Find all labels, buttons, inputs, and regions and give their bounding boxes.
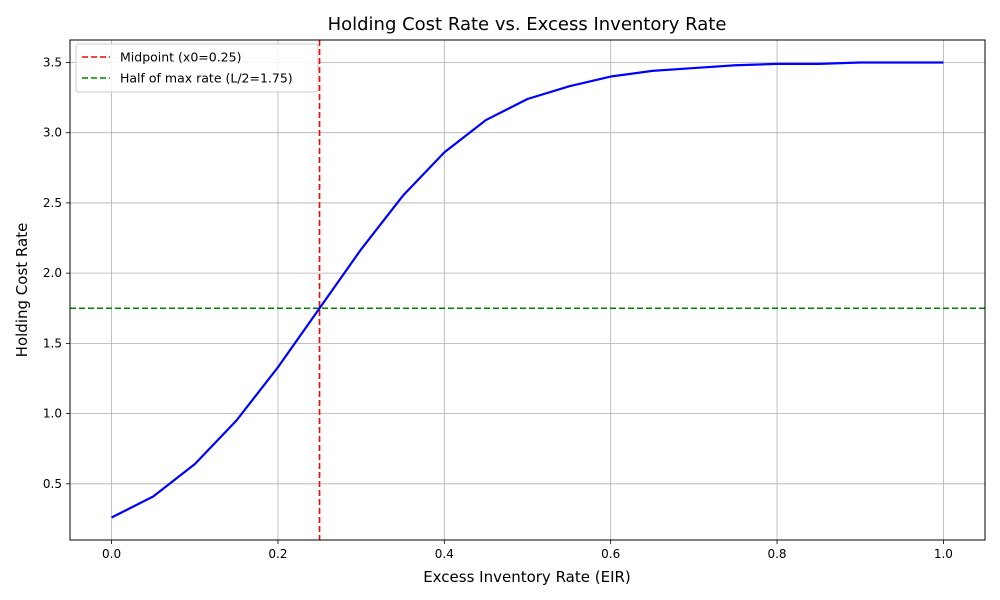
- x-tick-label: 1.0: [934, 547, 953, 561]
- y-axis-title: Holding Cost Rate: [13, 223, 31, 358]
- series-layer: [111, 61, 944, 519]
- y-tick-label: 3.0: [43, 126, 62, 140]
- x-tick-label: 0.4: [435, 547, 454, 561]
- x-tick-label: 0.0: [102, 547, 121, 561]
- legend: Midpoint (x0=0.25) Half of max rate (L/2…: [75, 43, 319, 93]
- x-tick-label: 0.6: [601, 547, 620, 561]
- y-axis-ticks: 0.5 1.0 1.5 2.0 2.5 3.0 3.5: [43, 55, 70, 491]
- reference-lines: [70, 40, 985, 540]
- x-tick-label: 0.2: [268, 547, 287, 561]
- legend-label-midpoint: Midpoint (x0=0.25): [120, 50, 241, 65]
- holding-cost-curve: [111, 61, 944, 519]
- y-tick-label: 3.5: [43, 55, 62, 69]
- legend-label-half-max: Half of max rate (L/2=1.75): [120, 71, 293, 86]
- y-tick-label: 0.5: [43, 477, 62, 491]
- chart-title: Holding Cost Rate vs. Excess Inventory R…: [328, 14, 727, 35]
- x-axis-title: Excess Inventory Rate (EIR): [423, 568, 631, 586]
- legend-box: [75, 43, 319, 93]
- x-axis-ticks: 0.0 0.2 0.4 0.6 0.8 1.0: [102, 540, 953, 561]
- y-tick-label: 1.5: [43, 336, 62, 350]
- plot-frame: [69, 39, 986, 541]
- y-tick-label: 1.0: [43, 407, 62, 421]
- y-tick-label: 2.5: [43, 196, 62, 210]
- x-tick-label: 0.8: [767, 547, 786, 561]
- y-tick-label: 2.0: [43, 266, 62, 280]
- grid: [70, 40, 985, 540]
